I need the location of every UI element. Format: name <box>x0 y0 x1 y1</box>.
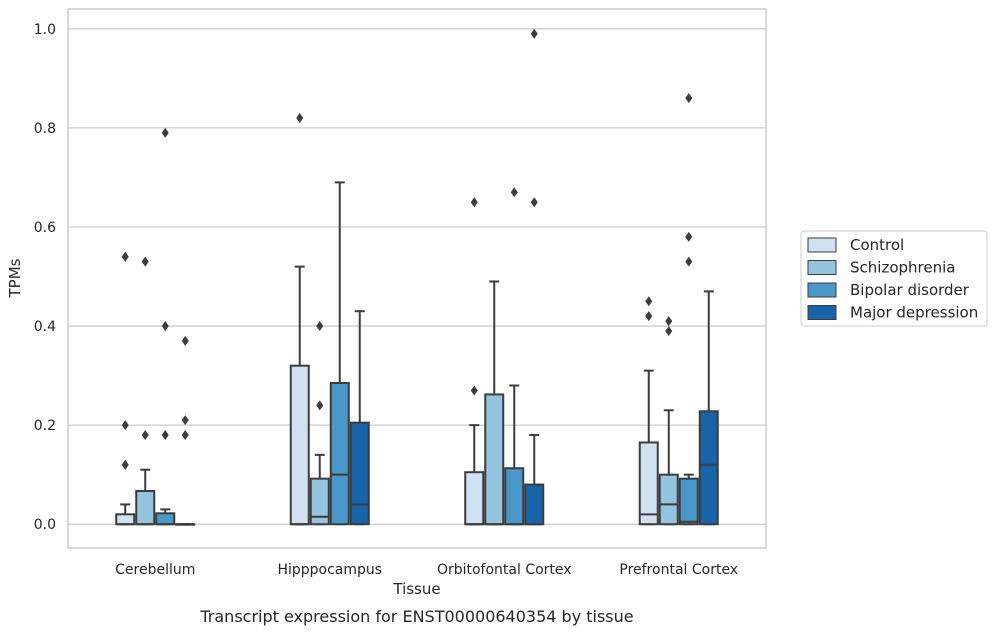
legend-label: Schizophrenia <box>850 259 955 277</box>
box-control <box>638 296 659 526</box>
y-tick-label: 0.0 <box>34 517 56 533</box>
outlier-point <box>121 459 129 470</box>
outlier-point <box>665 326 673 337</box>
plot-frame <box>67 8 767 549</box>
x-tick-label: Cerebellum <box>115 562 195 578</box>
outlier-point <box>296 112 304 123</box>
boxes <box>115 28 719 526</box>
box <box>658 473 679 526</box>
legend-frame <box>800 230 988 327</box>
chart-caption: Transcript expression for ENST0000064035… <box>199 607 633 626</box>
x-axis-label: Tissue <box>392 580 440 598</box>
outlier-point <box>530 28 538 39</box>
outlier-point <box>645 311 653 322</box>
legend-swatch <box>807 282 837 298</box>
box <box>484 393 505 526</box>
y-tick-label: 0.6 <box>34 220 56 236</box>
box <box>504 467 525 526</box>
outlier-point <box>470 385 478 396</box>
y-tick-label: 0.8 <box>34 121 56 137</box>
outlier-point <box>141 256 149 267</box>
outlier-point <box>645 296 653 307</box>
outlier-point <box>121 420 129 431</box>
box-major-depression <box>175 335 196 526</box>
outlier-point <box>685 256 693 267</box>
box <box>524 483 545 526</box>
outlier-point <box>161 321 169 332</box>
box-bipolar-disorder <box>329 181 350 526</box>
gridlines <box>68 28 766 525</box>
legend-swatch <box>807 237 837 253</box>
box-schizophrenia <box>135 256 156 526</box>
outlier-point <box>510 187 518 198</box>
y-tick-labels: 0.0 0.2 0.4 0.6 0.8 1.0 <box>34 22 56 533</box>
outlier-point <box>530 197 538 208</box>
outlier-point <box>685 93 693 104</box>
y-tick-label: 0.2 <box>34 418 56 434</box>
outlier-point <box>181 335 189 346</box>
legend-label: Bipolar disorder <box>850 281 970 299</box>
legend-swatch <box>807 260 837 275</box>
box-major-depression <box>349 310 370 526</box>
box-control <box>289 112 310 526</box>
x-tick-labels: Cerebellum Hipppocampus Orbitofontal Corte… <box>115 562 738 578</box>
box-bipolar-disorder <box>678 93 699 526</box>
box <box>678 477 699 526</box>
outlier-point <box>470 197 478 208</box>
box-bipolar-disorder <box>504 187 525 526</box>
outlier-point <box>141 430 149 441</box>
box <box>464 471 485 526</box>
outlier-point <box>161 127 169 138</box>
outlier-point <box>161 430 169 441</box>
box <box>115 513 136 526</box>
y-axis-label: TPMs <box>6 258 24 298</box>
outlier-point <box>685 231 693 242</box>
box <box>638 441 659 526</box>
box-major-depression <box>698 290 719 526</box>
box-control <box>464 197 485 526</box>
box <box>135 490 156 526</box>
box-schizophrenia <box>484 280 505 526</box>
outlier-point <box>665 316 673 327</box>
y-tick-label: 0.4 <box>34 319 56 335</box>
box-schizophrenia <box>658 316 679 526</box>
box <box>155 512 176 526</box>
box-control <box>115 251 136 526</box>
box <box>329 382 350 526</box>
legend: Control Schizophrenia Bipolar disorder Majo… <box>800 230 988 327</box>
outlier-point <box>181 415 189 426</box>
box-schizophrenia <box>309 321 330 526</box>
legend-label: Control <box>850 236 904 254</box>
x-tick-label: Prefrontal Cortex <box>619 562 738 578</box>
box-major-depression <box>524 28 545 526</box>
box-bipolar-disorder <box>155 127 176 526</box>
outlier-point <box>316 400 324 411</box>
legend-label: Major depression <box>850 304 978 322</box>
x-tick-label: Hipppocampus <box>277 562 382 578</box>
box <box>309 477 330 526</box>
outlier-point <box>181 430 189 441</box>
box <box>289 364 310 526</box>
box <box>698 410 719 526</box>
legend-swatch <box>807 305 837 320</box>
y-tick-label: 1.0 <box>34 22 56 38</box>
x-tick-label: Orbitofontal Cortex <box>437 562 572 578</box>
outlier-point <box>121 251 129 262</box>
box <box>349 421 370 526</box>
outlier-point <box>316 321 324 332</box>
